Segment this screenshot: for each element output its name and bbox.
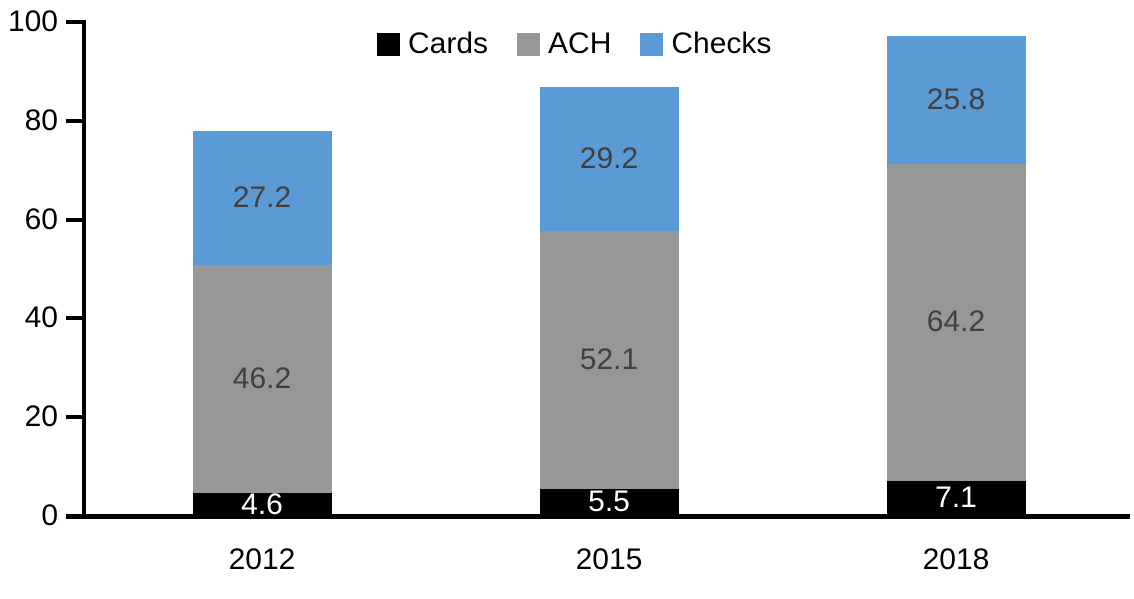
y-tick-label-40: 40 <box>24 301 58 335</box>
bar-segment-cards-2012: 4.6 <box>192 489 332 519</box>
legend-item-ach: ACH <box>517 27 611 61</box>
value-label-checks-2012: 27.2 <box>232 180 292 214</box>
y-tick-mark-60 <box>66 217 82 222</box>
legend-item-cards: Cards <box>377 27 488 61</box>
legend-label-checks: Checks <box>671 27 772 60</box>
bar-segment-cards-2015: 5.5 <box>539 485 679 519</box>
y-tick-label-100: 100 <box>7 5 58 38</box>
value-label-checks-2018: 25.8 <box>926 83 986 117</box>
bar-segment-ach-2012: 46.2 <box>192 265 332 494</box>
bar-segment-ach-2018: 64.2 <box>886 163 1026 481</box>
legend: Cards ACH Checks <box>377 27 771 61</box>
value-label-ach-2018: 64.2 <box>926 305 986 339</box>
value-label-cards-2018: 7.1 <box>935 481 977 515</box>
legend-label-cards: Cards <box>408 27 489 60</box>
value-label-checks-2015: 29.2 <box>579 142 639 176</box>
y-tick-mark-100 <box>66 20 82 24</box>
x-tick-label-2018: 2018 <box>922 543 990 576</box>
y-tick-label-20: 20 <box>24 400 58 434</box>
x-tick-label-2015: 2015 <box>575 543 643 576</box>
bar-segment-checks-2018: 25.8 <box>886 36 1026 164</box>
y-tick-label-60: 60 <box>24 202 58 236</box>
x-axis-line <box>66 514 1130 519</box>
legend-item-checks: Checks <box>640 27 771 61</box>
y-tick-mark-40 <box>66 316 82 321</box>
y-tick-label-80: 80 <box>24 103 58 137</box>
legend-swatch-icon-checks <box>640 32 664 56</box>
legend-swatch-icon-ach <box>517 32 541 56</box>
x-tick-label-2012: 2012 <box>228 543 296 576</box>
y-tick-mark-80 <box>66 118 82 123</box>
bar-segment-cards-2018: 7.1 <box>886 480 1026 516</box>
bar-segment-checks-2012: 27.2 <box>192 130 332 266</box>
y-tick-mark-0 <box>66 514 82 518</box>
value-label-ach-2012: 46.2 <box>232 362 292 396</box>
legend-label-ach: ACH <box>548 27 612 60</box>
y-tick-mark-20 <box>66 415 82 420</box>
y-tick-label-0: 0 <box>41 499 58 532</box>
bar-segment-checks-2015: 29.2 <box>539 87 679 232</box>
legend-swatch-icon-cards <box>377 32 400 56</box>
value-label-cards-2012: 4.6 <box>241 487 283 521</box>
value-label-ach-2015: 52.1 <box>579 343 639 377</box>
bar-segment-ach-2015: 52.1 <box>539 231 679 489</box>
y-axis-line <box>82 20 86 519</box>
value-label-cards-2015: 5.5 <box>588 485 630 519</box>
